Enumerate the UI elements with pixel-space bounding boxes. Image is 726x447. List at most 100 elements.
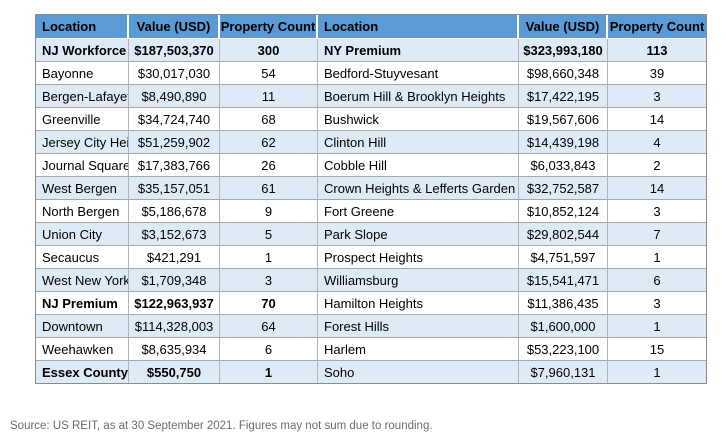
cell-value-ny: $53,223,100 xyxy=(519,338,608,361)
table-row: Secaucus $421,291 1 Prospect Heights $4,… xyxy=(36,246,706,269)
cell-value-nj: $35,157,051 xyxy=(129,177,220,200)
table-row: Journal Square $17,383,766 26 Cobble Hil… xyxy=(36,154,706,177)
cell-location-ny: Bedford-Stuyvesant xyxy=(318,62,519,85)
table-row: North Bergen $5,186,678 9 Fort Greene $1… xyxy=(36,200,706,223)
cell-location-ny: Williamsburg xyxy=(318,269,519,292)
table-row: NJ Premium $122,963,937 70 Hamilton Heig… xyxy=(36,292,706,315)
cell-count-ny: 4 xyxy=(608,131,706,154)
cell-value-ny: $98,660,348 xyxy=(519,62,608,85)
cell-value-ny: $17,422,195 xyxy=(519,85,608,108)
cell-count-ny: 14 xyxy=(608,177,706,200)
table-row: Bayonne $30,017,030 54 Bedford-Stuyvesan… xyxy=(36,62,706,85)
cell-location-nj: Union City xyxy=(36,223,129,246)
cell-value-ny: $19,567,606 xyxy=(519,108,608,131)
cell-value-ny: $6,033,843 xyxy=(519,154,608,177)
cell-location-nj: Essex County xyxy=(36,361,129,383)
cell-count-nj: 70 xyxy=(220,292,318,315)
cell-count-ny: 7 xyxy=(608,223,706,246)
cell-value-ny: $29,802,544 xyxy=(519,223,608,246)
cell-location-ny: Hamilton Heights xyxy=(318,292,519,315)
header-location-nj: Location xyxy=(36,15,129,39)
cell-count-nj: 54 xyxy=(220,62,318,85)
cell-value-nj: $51,259,902 xyxy=(129,131,220,154)
table-body: NJ Workforce $187,503,370 300 NY Premium… xyxy=(36,39,706,383)
cell-location-ny: Fort Greene xyxy=(318,200,519,223)
cell-location-ny: Prospect Heights xyxy=(318,246,519,269)
cell-value-ny: $14,439,198 xyxy=(519,131,608,154)
cell-location-nj: Journal Square xyxy=(36,154,129,177)
cell-value-nj: $114,328,003 xyxy=(129,315,220,338)
cell-value-ny: $32,752,587 xyxy=(519,177,608,200)
cell-value-ny: $15,541,471 xyxy=(519,269,608,292)
cell-value-nj: $17,383,766 xyxy=(129,154,220,177)
cell-count-nj: 62 xyxy=(220,131,318,154)
header-row: Location Value (USD) Property Count Loca… xyxy=(36,15,706,39)
cell-count-nj: 26 xyxy=(220,154,318,177)
cell-location-ny: Clinton Hill xyxy=(318,131,519,154)
cell-count-ny: 15 xyxy=(608,338,706,361)
cell-value-ny: $10,852,124 xyxy=(519,200,608,223)
cell-count-nj: 3 xyxy=(220,269,318,292)
cell-value-ny: $323,993,180 xyxy=(519,39,608,62)
cell-location-ny: Crown Heights & Lefferts Garden xyxy=(318,177,519,200)
cell-location-nj: Greenville xyxy=(36,108,129,131)
cell-location-ny: Park Slope xyxy=(318,223,519,246)
cell-count-ny: 1 xyxy=(608,315,706,338)
cell-value-ny: $4,751,597 xyxy=(519,246,608,269)
cell-value-nj: $30,017,030 xyxy=(129,62,220,85)
table-row: Jersey City Heights $51,259,902 62 Clint… xyxy=(36,131,706,154)
cell-location-nj: West New York xyxy=(36,269,129,292)
cell-location-nj: Bayonne xyxy=(36,62,129,85)
cell-count-nj: 5 xyxy=(220,223,318,246)
cell-value-nj: $8,490,890 xyxy=(129,85,220,108)
cell-count-nj: 61 xyxy=(220,177,318,200)
cell-location-nj: Downtown xyxy=(36,315,129,338)
source-note: Source: US REIT, as at 30 September 2021… xyxy=(10,420,433,432)
table-row: Downtown $114,328,003 64 Forest Hills $1… xyxy=(36,315,706,338)
cell-location-nj: North Bergen xyxy=(36,200,129,223)
cell-value-nj: $421,291 xyxy=(129,246,220,269)
table-row: West New York $1,709,348 3 Williamsburg … xyxy=(36,269,706,292)
cell-value-nj: $1,709,348 xyxy=(129,269,220,292)
cell-count-nj: 68 xyxy=(220,108,318,131)
cell-value-nj: $34,724,740 xyxy=(129,108,220,131)
cell-location-nj: NJ Workforce xyxy=(36,39,129,62)
cell-count-nj: 11 xyxy=(220,85,318,108)
cell-location-ny: Cobble Hill xyxy=(318,154,519,177)
cell-location-nj: Secaucus xyxy=(36,246,129,269)
cell-value-nj: $5,186,678 xyxy=(129,200,220,223)
cell-location-ny: Harlem xyxy=(318,338,519,361)
cell-value-nj: $187,503,370 xyxy=(129,39,220,62)
header-location-ny: Location xyxy=(318,15,519,39)
cell-count-ny: 1 xyxy=(608,361,706,383)
cell-value-nj: $3,152,673 xyxy=(129,223,220,246)
table-row: West Bergen $35,157,051 61 Crown Heights… xyxy=(36,177,706,200)
cell-value-ny: $1,600,000 xyxy=(519,315,608,338)
cell-location-ny: Forest Hills xyxy=(318,315,519,338)
cell-count-ny: 14 xyxy=(608,108,706,131)
cell-location-ny: Boerum Hill & Brooklyn Heights xyxy=(318,85,519,108)
cell-count-nj: 64 xyxy=(220,315,318,338)
cell-count-ny: 3 xyxy=(608,292,706,315)
cell-location-nj: NJ Premium xyxy=(36,292,129,315)
cell-location-nj: Weehawken xyxy=(36,338,129,361)
cell-value-ny: $7,960,131 xyxy=(519,361,608,383)
cell-location-ny: Soho xyxy=(318,361,519,383)
cell-location-nj: Jersey City Heights xyxy=(36,131,129,154)
cell-count-ny: 2 xyxy=(608,154,706,177)
table-row: Weehawken $8,635,934 6 Harlem $53,223,10… xyxy=(36,338,706,361)
cell-value-nj: $550,750 xyxy=(129,361,220,383)
table-row: NJ Workforce $187,503,370 300 NY Premium… xyxy=(36,39,706,62)
cell-location-ny: NY Premium xyxy=(318,39,519,62)
table-row: Essex County $550,750 1 Soho $7,960,131 … xyxy=(36,361,706,383)
header-value-nj: Value (USD) xyxy=(129,15,220,39)
property-value-table: Location Value (USD) Property Count Loca… xyxy=(35,14,707,384)
cell-count-nj: 9 xyxy=(220,200,318,223)
cell-count-nj: 6 xyxy=(220,338,318,361)
header-value-ny: Value (USD) xyxy=(519,15,608,39)
header-property-count-ny: Property Count xyxy=(608,15,706,39)
header-property-count-nj: Property Count xyxy=(220,15,318,39)
cell-count-ny: 3 xyxy=(608,200,706,223)
cell-value-nj: $8,635,934 xyxy=(129,338,220,361)
cell-value-ny: $11,386,435 xyxy=(519,292,608,315)
